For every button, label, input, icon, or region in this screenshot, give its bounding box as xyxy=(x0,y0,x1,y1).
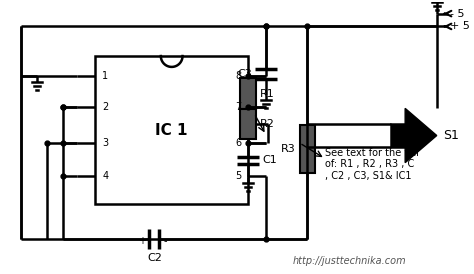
Bar xyxy=(240,109,256,139)
Text: 2: 2 xyxy=(102,102,109,112)
Text: See text for the val
of: R1 , R2 , R3 , C
, C2 , C3, S1& IC1: See text for the val of: R1 , R2 , R3 , … xyxy=(325,148,419,181)
Text: 5: 5 xyxy=(235,172,241,181)
Polygon shape xyxy=(405,109,437,163)
Text: 7: 7 xyxy=(235,102,241,112)
Text: +: + xyxy=(138,236,146,246)
Text: - 5: - 5 xyxy=(449,8,464,19)
Text: + 5: + 5 xyxy=(449,21,469,32)
Bar xyxy=(300,125,315,173)
Text: R1: R1 xyxy=(260,89,275,99)
Text: 8: 8 xyxy=(235,71,241,81)
Text: 6: 6 xyxy=(235,138,241,148)
Text: 1: 1 xyxy=(102,71,108,81)
Text: IC 1: IC 1 xyxy=(155,122,188,138)
Bar xyxy=(392,124,405,147)
Text: C1: C1 xyxy=(262,155,277,165)
Bar xyxy=(95,56,248,204)
Text: -: - xyxy=(163,236,167,246)
Text: C2: C2 xyxy=(147,253,162,262)
Text: 4: 4 xyxy=(102,172,108,181)
Text: 3: 3 xyxy=(102,138,108,148)
Text: S1: S1 xyxy=(443,129,458,142)
Text: C3: C3 xyxy=(237,69,252,79)
Text: R2: R2 xyxy=(260,119,275,129)
Text: R3: R3 xyxy=(281,144,296,154)
Bar xyxy=(240,78,256,109)
Text: http://justtechnika.com: http://justtechnika.com xyxy=(292,256,406,266)
